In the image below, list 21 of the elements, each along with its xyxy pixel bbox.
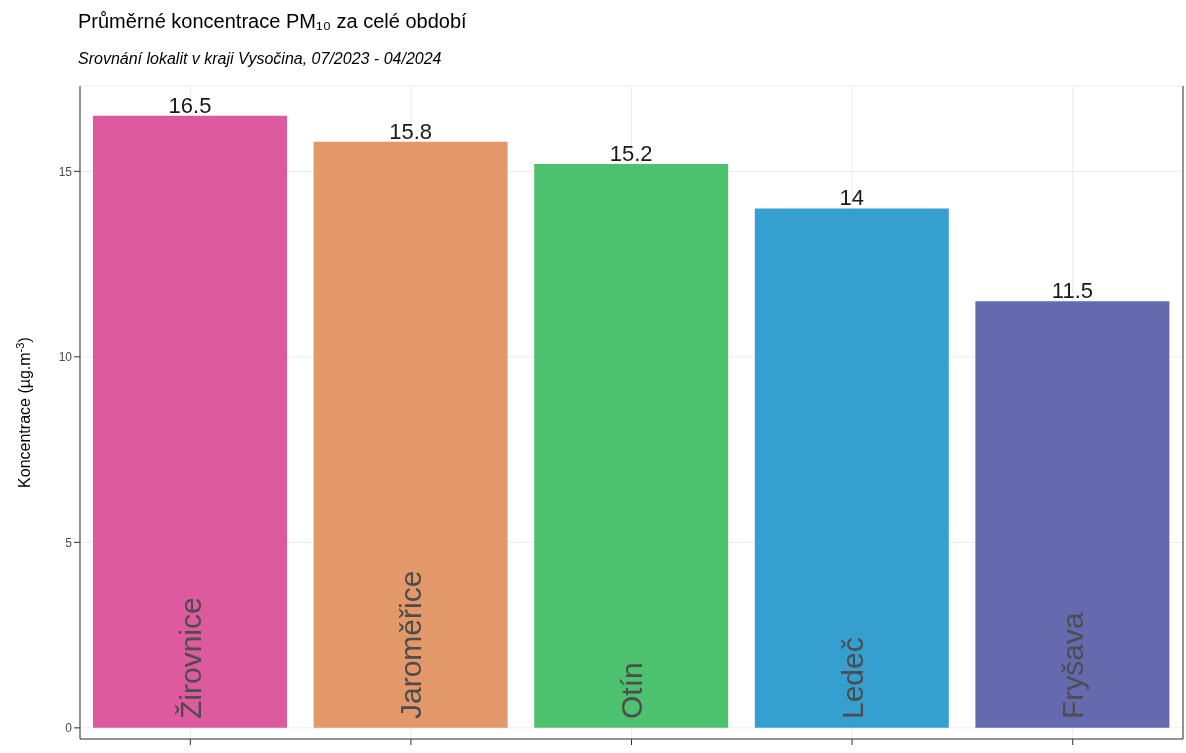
y-tick-label: 0 xyxy=(65,721,73,736)
data-label: 16.5 xyxy=(168,92,212,118)
x-tick-label: Otín xyxy=(615,662,648,719)
bar xyxy=(754,208,949,728)
x-tick-label: Fryšava xyxy=(1056,612,1090,719)
bar xyxy=(534,163,729,728)
x-tick-label: Žirovnice xyxy=(173,597,207,719)
data-label: 15.2 xyxy=(609,140,653,166)
y-tick-label: 10 xyxy=(58,350,73,365)
bar xyxy=(975,301,1170,728)
data-label: 11.5 xyxy=(1051,278,1093,304)
bar xyxy=(93,115,287,728)
data-label: 15.8 xyxy=(389,118,433,144)
y-tick-label: 15 xyxy=(58,164,73,179)
data-label: 14 xyxy=(839,185,865,211)
x-tick-label: Jaroměřice xyxy=(394,570,428,719)
chart-subtitle: Srovnání lokalit v kraji Vysočina, 07/2023 - 04/2024 xyxy=(78,50,442,68)
bar xyxy=(313,141,508,728)
y-tick-label: 5 xyxy=(65,535,73,550)
chart-title: Průměrné koncentrace PM₁₀ za celé období xyxy=(78,10,467,33)
x-tick-label: Ledeč xyxy=(835,637,869,719)
